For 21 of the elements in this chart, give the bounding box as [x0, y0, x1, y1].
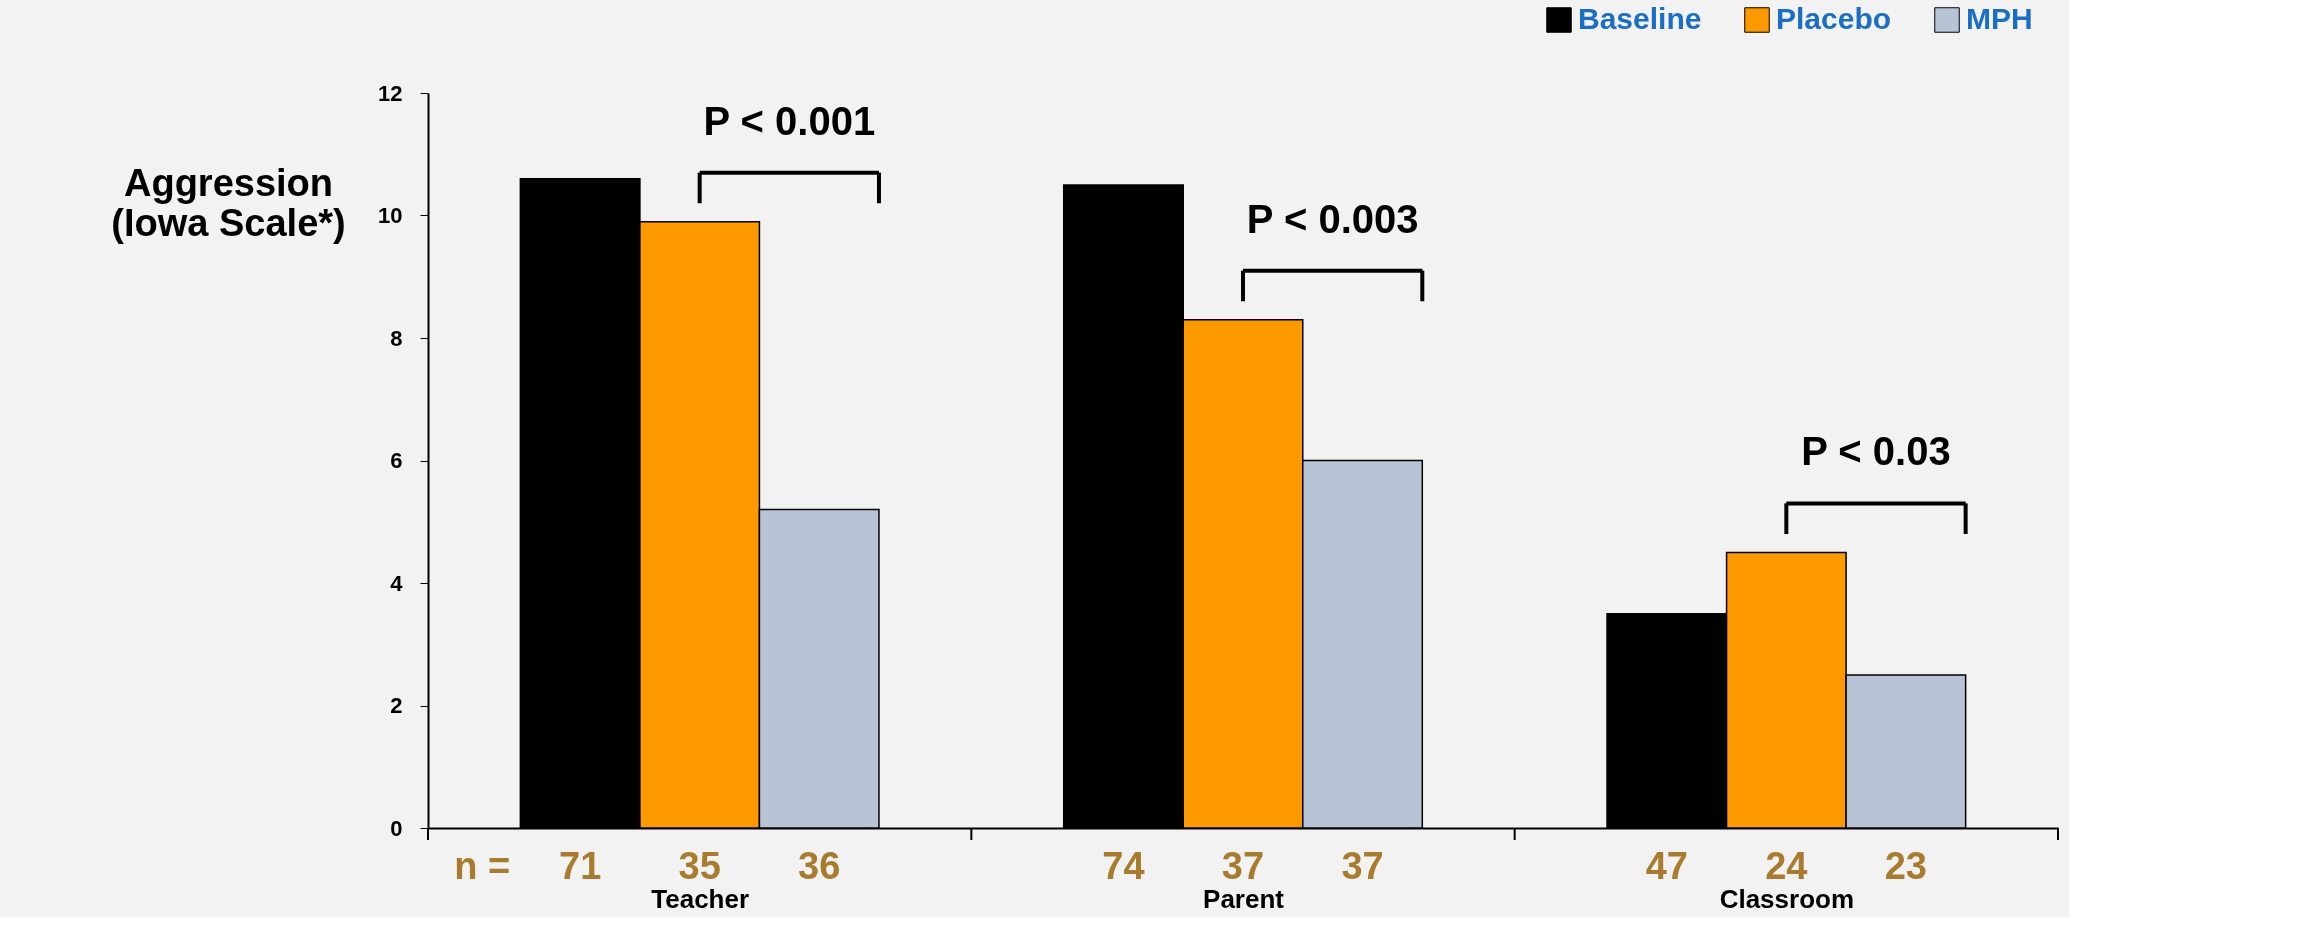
text: 47: [1645, 845, 1688, 887]
y-tick-label: 4: [390, 570, 404, 596]
text: 37: [1341, 845, 1384, 887]
legend-label: MPH: [1966, 2, 2033, 35]
y-tick-label: 12: [378, 80, 403, 106]
text: n =: [454, 845, 511, 887]
y-tick-label: 6: [390, 448, 403, 473]
legend-label: Baseline: [1578, 2, 1702, 35]
legend-label: Placebo: [1776, 2, 1892, 35]
text: 36: [798, 845, 841, 887]
y-tick-label: 10: [378, 203, 403, 228]
text: 71: [558, 845, 602, 887]
y-axis-title: Aggression (Iowa Scale*): [111, 161, 346, 244]
text: 74: [1102, 845, 1145, 887]
text: 23: [1884, 845, 1928, 887]
y-tick-label: 8: [390, 325, 403, 351]
annotation: P < 0.003: [1246, 196, 1419, 241]
annotation: P < 0.001: [703, 98, 876, 143]
annotation: P < 0.03: [1801, 429, 1951, 474]
y-tick-label: 0: [390, 815, 403, 841]
y-tick-label: 2: [390, 693, 403, 718]
